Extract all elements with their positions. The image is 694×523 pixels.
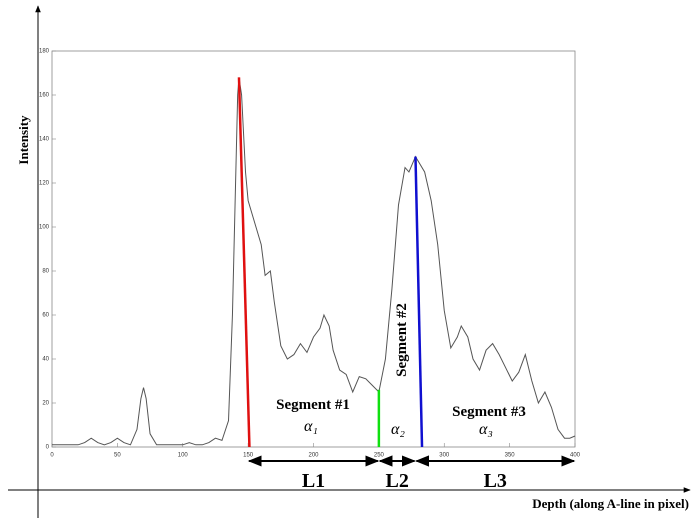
x-tick-label: 400 [570,453,581,459]
x-tick-label: 300 [439,453,450,459]
x-axis-label: Depth (along A-line in pixel) [532,496,689,511]
x-tick-label: 50 [114,453,121,459]
x-tick-label: 100 [178,453,189,459]
y-tick-label: 100 [39,225,50,231]
span-label: L1 [302,470,325,492]
angle-label: α₁ [304,418,318,435]
x-tick-label: 200 [308,453,319,459]
plot-frame [51,50,576,448]
y-tick-label: 80 [42,269,49,275]
intensity-line [52,77,576,446]
segment-label: Segment #2 [394,303,410,377]
y-tick-label: 120 [39,181,50,187]
y-tick-label: 180 [39,49,50,55]
y-tick-label: 0 [46,445,50,451]
x-tick-label: 0 [50,453,54,459]
y-axis-label: Intensity [16,115,31,165]
y-tick-label: 160 [39,93,50,99]
segment-line [414,156,424,448]
segment-label: Segment #1 [276,397,350,413]
y-tick-label: 20 [42,401,49,407]
x-tick-label: 350 [505,453,516,459]
angle-label: α₂ [391,421,405,438]
x-tick-label: 250 [374,453,385,459]
y-tick-label: 140 [39,137,50,143]
span-label: L3 [484,470,507,492]
angle-label: α₃ [479,421,493,438]
x-tick-label: 150 [243,453,254,459]
y-tick-label: 60 [42,313,49,319]
span-label: L2 [386,470,409,492]
segment-line [237,77,251,448]
y-tick-label: 40 [42,357,49,363]
segment-label: Segment #3 [452,404,526,420]
